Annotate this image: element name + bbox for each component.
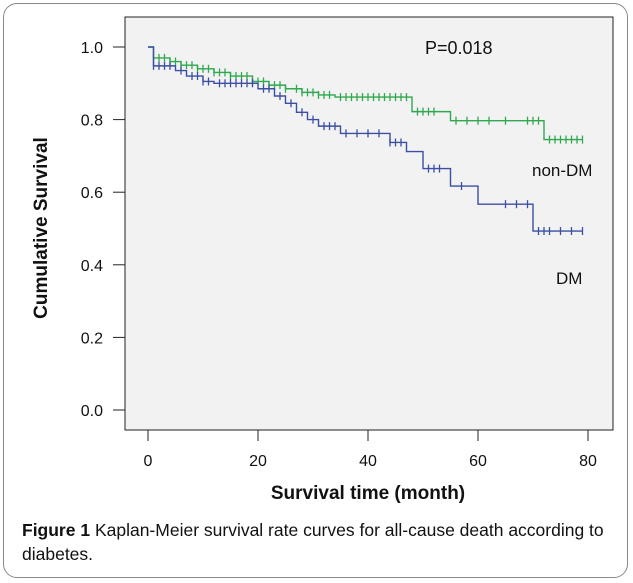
y-tick-label: 0.0 bbox=[81, 403, 103, 420]
series-non-dm: non-DM bbox=[148, 46, 592, 180]
y-axis: 0.0 0.2 0.4 0.6 0.8 1.0 bbox=[81, 40, 125, 420]
series-layer: non-DM DM bbox=[148, 46, 592, 288]
y-tick-label: 0.8 bbox=[81, 113, 103, 130]
caption-label: Figure 1 bbox=[22, 520, 91, 540]
series-label: DM bbox=[556, 269, 582, 288]
p-value-annotation: P=0.018 bbox=[425, 38, 493, 58]
x-axis: 0 20 40 60 80 bbox=[144, 430, 597, 470]
x-tick-label: 40 bbox=[359, 453, 377, 470]
x-tick-label: 80 bbox=[579, 453, 597, 470]
caption-text: Kaplan-Meier survival rate curves for al… bbox=[22, 520, 604, 564]
plot-area bbox=[124, 16, 614, 431]
y-tick-label: 0.4 bbox=[81, 258, 103, 275]
x-axis-label: Survival time (month) bbox=[271, 483, 465, 504]
x-tick-label: 60 bbox=[469, 453, 487, 470]
y-tick-label: 1.0 bbox=[81, 40, 103, 57]
series-dm: DM bbox=[148, 46, 584, 288]
y-tick-label: 0.6 bbox=[81, 185, 103, 202]
x-tick-label: 0 bbox=[144, 453, 153, 470]
y-tick-label: 0.2 bbox=[81, 330, 103, 347]
x-tick-label: 20 bbox=[249, 453, 267, 470]
series-label: non-DM bbox=[532, 161, 592, 180]
figure-caption: Figure 1 Kaplan-Meier survival rate curv… bbox=[22, 518, 612, 566]
y-axis-label: Cumulative Survival bbox=[31, 137, 52, 319]
